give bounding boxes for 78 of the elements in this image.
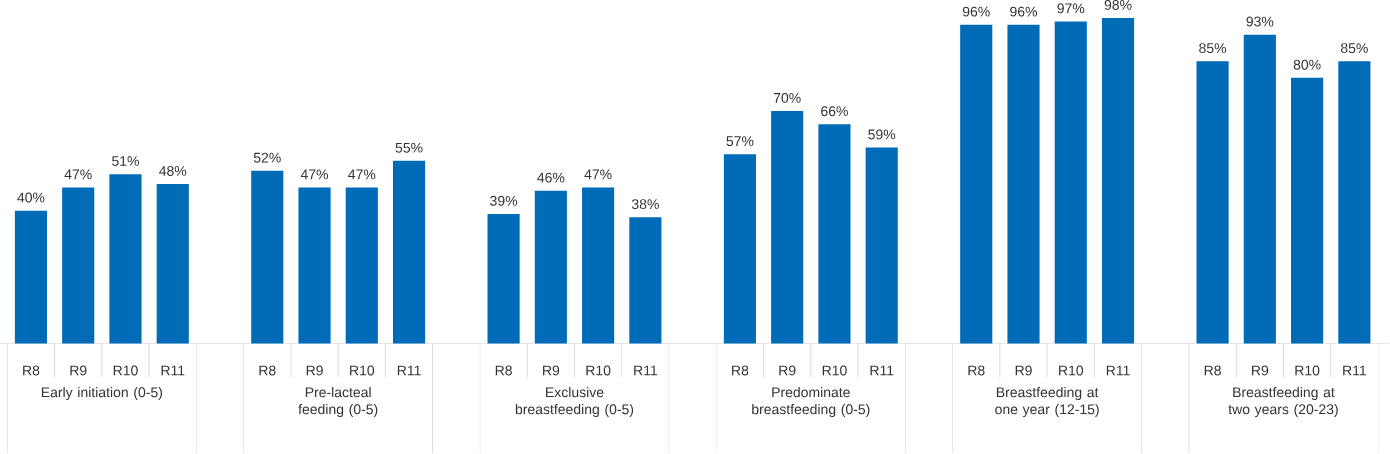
bar <box>1338 61 1371 344</box>
text: R9 <box>779 365 796 376</box>
data-label: 52% <box>253 152 281 163</box>
bar <box>487 214 520 344</box>
text: R8 <box>968 365 985 376</box>
x-tick-label: Exclusive breastfeeding (0-5) <box>515 387 634 418</box>
data-label: 47% <box>584 169 612 180</box>
bar <box>582 187 615 344</box>
bar <box>298 187 331 344</box>
bar <box>1196 61 1229 344</box>
bar <box>960 24 993 344</box>
text: R8 <box>495 365 512 376</box>
text: R9 <box>306 365 323 376</box>
text: R11 <box>870 365 894 376</box>
data-label: 51% <box>112 156 139 167</box>
bar <box>771 111 804 344</box>
bar <box>534 190 567 344</box>
series-label: R9 <box>70 365 87 376</box>
bar <box>251 171 284 344</box>
text: R10 <box>822 365 847 376</box>
text: R9 <box>543 365 560 376</box>
data-label: 97% <box>1057 3 1085 14</box>
series-label: R11 <box>161 365 185 376</box>
text: R10 <box>1295 365 1320 376</box>
bar <box>818 124 851 344</box>
data-label: 48% <box>159 166 187 177</box>
data-label: 47% <box>348 169 376 180</box>
text: R10 <box>1059 365 1084 376</box>
data-label: 47% <box>300 169 329 180</box>
x-tick-label: Pre-lacteal feeding (0-5) <box>298 387 378 418</box>
data-label: 57% <box>726 136 754 147</box>
bar <box>1101 18 1135 344</box>
text: R8 <box>1204 365 1221 376</box>
data-label: 93% <box>1246 16 1274 27</box>
bar <box>1291 78 1324 344</box>
text: R10 <box>586 365 611 376</box>
text: R9 <box>1015 365 1032 376</box>
data-label: 66% <box>821 106 848 117</box>
text: R11 <box>1106 365 1130 376</box>
x-tick-label: Breastfeeding at one year (12-15) <box>995 387 1099 418</box>
bar <box>14 210 48 344</box>
text: R10 <box>350 365 375 376</box>
data-label: 85% <box>1340 43 1368 54</box>
bar <box>723 154 756 344</box>
data-label: 85% <box>1199 43 1227 54</box>
data-label: 38% <box>631 199 659 210</box>
data-label: 59% <box>868 129 896 140</box>
series-label: R10 <box>113 365 138 376</box>
data-label: 96% <box>962 6 990 17</box>
data-label: 98% <box>1104 0 1132 11</box>
data-label: 39% <box>490 196 518 206</box>
text: R8 <box>259 365 276 376</box>
bar <box>865 147 898 344</box>
text: R9 <box>1252 365 1269 376</box>
bar <box>109 174 142 344</box>
data-label: 55% <box>395 143 423 153</box>
bar <box>629 217 662 344</box>
text: R11 <box>1343 365 1366 376</box>
data-label: 46% <box>537 172 565 183</box>
bar <box>345 187 378 344</box>
bar <box>1007 24 1040 344</box>
bar <box>1054 21 1087 344</box>
x-tick-label: Early initiation (0-5) <box>41 387 162 401</box>
x-tick-label: Predominate breastfeeding (0-5) <box>752 387 870 418</box>
bar <box>392 161 426 344</box>
x-tick-label: Breastfeeding at two years (20-23) <box>1228 387 1338 418</box>
data-label: 96% <box>1010 6 1038 17</box>
text: R8 <box>732 365 749 376</box>
data-label: 70% <box>773 93 801 104</box>
data-label: 40% <box>17 192 45 203</box>
bar <box>156 184 189 344</box>
data-label: 47% <box>64 169 92 180</box>
series-label: R8 <box>23 365 40 376</box>
bar <box>1243 34 1276 344</box>
data-label: 80% <box>1293 59 1321 70</box>
bar <box>62 187 95 344</box>
text: R11 <box>397 365 421 376</box>
text: R11 <box>634 365 658 376</box>
